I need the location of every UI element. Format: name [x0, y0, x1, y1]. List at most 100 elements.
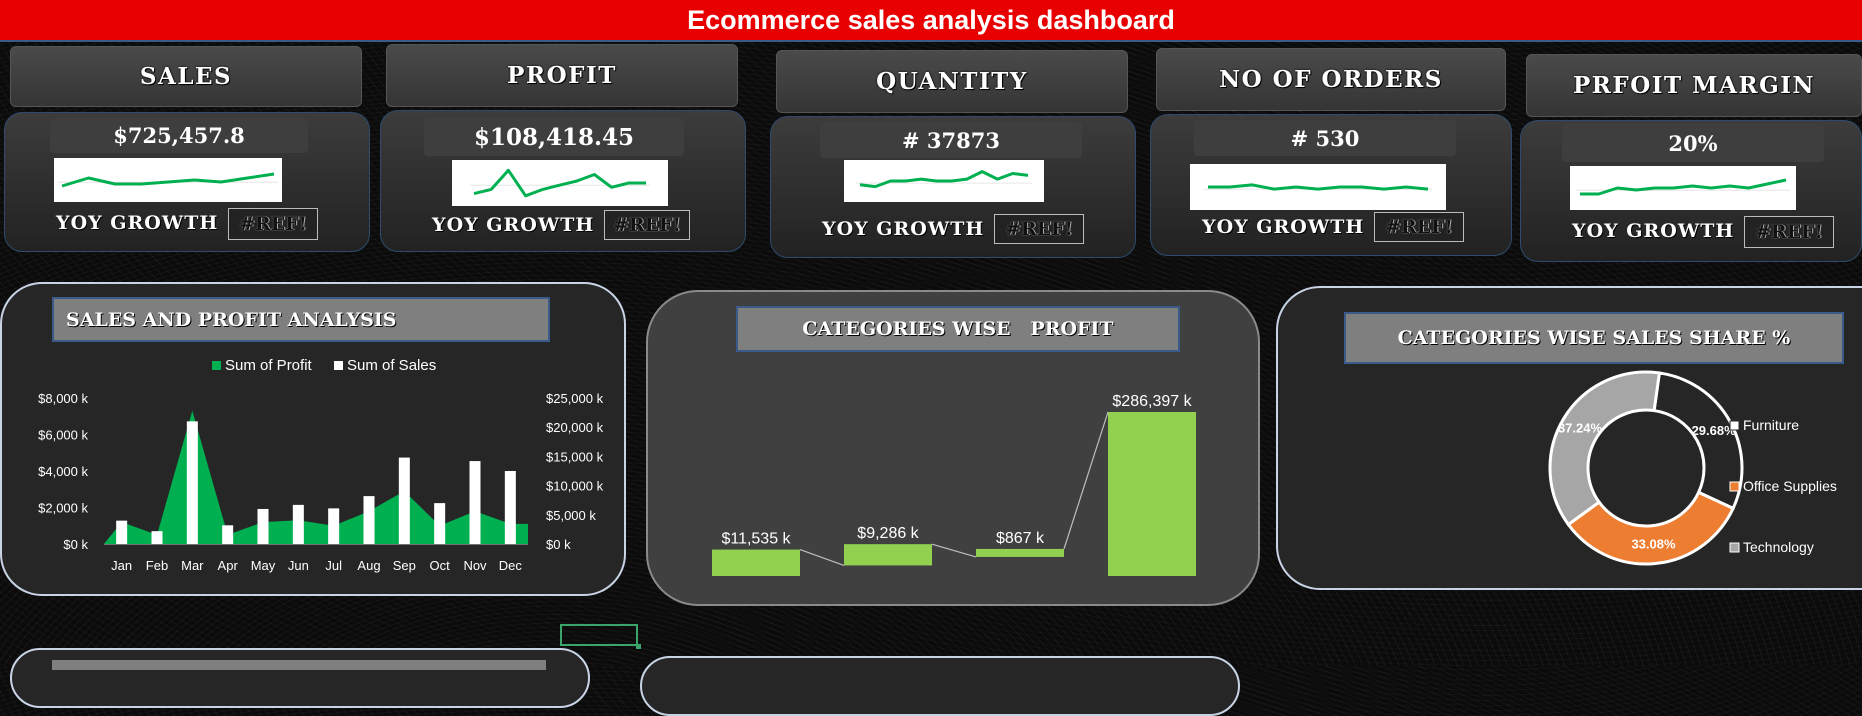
sales-bar-aug	[364, 496, 375, 544]
legend-swatch-office-supplies	[1730, 482, 1739, 491]
sales-bar-feb	[152, 531, 163, 544]
yoy-label-margin: YOY GROWTH	[1572, 220, 1734, 242]
x-tick-feb: Feb	[146, 558, 168, 573]
y-left-tick: $2,000 k	[38, 501, 88, 516]
x-tick-sep: Sep	[393, 558, 416, 573]
waterfall-label-3: $867 k	[996, 530, 1045, 547]
sparkline-line	[1208, 185, 1428, 189]
sparkline-quantity	[844, 160, 1044, 202]
x-tick-jun: Jun	[288, 558, 309, 573]
legend-swatch-technology	[1730, 543, 1739, 552]
yoy-value-quantity: #REF!	[994, 214, 1084, 244]
sparkline-orders	[1190, 164, 1446, 210]
x-tick-may: May	[251, 558, 276, 573]
y-left-tick: $0 k	[63, 537, 88, 552]
y-right-tick: $25,000 k	[546, 391, 604, 406]
kpi-value-sales: $725,457.8	[50, 118, 308, 153]
sales-profit-chart: Sum of Profit Sum of Sales $0 k $2,000 k $4…	[0, 350, 626, 590]
kpi-value-quantity: # 37873	[820, 122, 1082, 158]
legend-label-profit: Sum of Profit	[225, 357, 313, 374]
panel-bottom-middle	[640, 656, 1240, 716]
y-right-tick: $15,000 k	[546, 449, 604, 464]
donut-label-technology: 37.24%	[1558, 420, 1603, 435]
y-right-tick: $5,000 k	[546, 508, 596, 523]
x-tick-dec: Dec	[499, 558, 523, 573]
categories-profit-chart: $11,535 k $9,286 k $867 k $286,397 k	[646, 360, 1260, 600]
sales-bar-oct	[434, 503, 445, 544]
sales-bar-nov	[470, 461, 481, 544]
x-tick-apr: Apr	[218, 558, 239, 573]
x-tick-mar: Mar	[181, 558, 204, 573]
yoy-value-sales: #REF!	[228, 208, 318, 240]
sales-bar-may	[258, 509, 269, 544]
donut-label-office-supplies: 33.08%	[1631, 537, 1676, 552]
kpi-header-margin: PRFOIT MARGIN	[1526, 54, 1862, 117]
donut-slice-technology	[1550, 372, 1659, 524]
sales-bar-sep	[399, 458, 410, 544]
waterfall-label-2: $9,286 k	[857, 525, 919, 542]
x-tick-jul: Jul	[325, 558, 342, 573]
legend-label-furniture: Furniture	[1743, 417, 1799, 433]
kpi-header-orders: NO OF ORDERS	[1156, 48, 1506, 111]
kpi-value-profit: $108,418.45	[424, 118, 684, 156]
yoy-label-orders: YOY GROWTH	[1202, 216, 1364, 238]
categories-profit-title: CATEGORIES WISE PROFIT	[736, 306, 1180, 352]
selected-cell[interactable]	[560, 624, 638, 646]
sales-bar-apr	[222, 525, 233, 544]
sparkline-profit	[452, 160, 668, 206]
yoy-label-quantity: YOY GROWTH	[822, 218, 984, 240]
y-right-tick: $10,000 k	[546, 479, 604, 494]
yoy-label-sales: YOY GROWTH	[56, 212, 218, 234]
sparkline-line	[474, 170, 646, 196]
selected-cell-handle[interactable]	[636, 644, 641, 649]
legend-swatch-profit	[212, 361, 221, 370]
dashboard-title: Ecommerce sales analysis dashboard	[0, 0, 1862, 42]
sales-bar-jan	[116, 521, 127, 544]
yoy-value-profit: #REF!	[604, 210, 690, 240]
sales-bar-jun	[293, 505, 304, 544]
kpi-value-orders: # 530	[1194, 120, 1456, 156]
yoy-value-margin: #REF!	[1744, 216, 1834, 248]
y-right-tick: $0 k	[546, 537, 571, 552]
sales-bar-dec	[505, 471, 516, 544]
yoy-value-orders: #REF!	[1374, 212, 1464, 242]
sparkline-line	[1580, 180, 1786, 194]
kpi-header-quantity: QUANTITY	[776, 50, 1128, 113]
legend-label-technology: Technology	[1743, 539, 1814, 555]
y-left-tick: $6,000 k	[38, 428, 88, 443]
kpi-value-margin: 20%	[1562, 124, 1824, 162]
x-tick-oct: Oct	[430, 558, 451, 573]
x-tick-jan: Jan	[111, 558, 132, 573]
legend-label-sales: Sum of Sales	[347, 357, 436, 374]
waterfall-connector-2	[932, 544, 976, 557]
panel-bottom-left	[10, 648, 590, 708]
waterfall-label-4: $286,397 k	[1112, 393, 1192, 410]
sparkline-line	[62, 174, 274, 186]
waterfall-bar-3	[976, 549, 1064, 557]
sparkline-line	[860, 172, 1028, 187]
sales-bar-mar	[187, 421, 198, 544]
donut-slice-furniture	[1654, 373, 1742, 508]
waterfall-bar-2	[844, 544, 932, 565]
x-tick-aug: Aug	[357, 558, 380, 573]
donut-label-furniture: 29.68%	[1692, 423, 1737, 438]
kpi-header-profit: PROFIT	[386, 44, 738, 107]
waterfall-bar-1	[712, 550, 800, 576]
waterfall-label-1: $11,535 k	[721, 531, 791, 548]
yoy-label-profit: YOY GROWTH	[432, 214, 594, 236]
categories-share-chart: 29.68% 33.08% 37.24% Furniture Office Suppl…	[1276, 370, 1862, 590]
legend-swatch-sales	[334, 361, 343, 370]
waterfall-connector-3	[1064, 412, 1108, 549]
sparkline-margin	[1570, 166, 1796, 210]
y-left-tick: $8,000 k	[38, 391, 88, 406]
waterfall-bar-4	[1108, 412, 1196, 576]
sales-bar-jul	[328, 508, 339, 544]
y-left-tick: $4,000 k	[38, 464, 88, 479]
kpi-header-sales: SALES	[10, 46, 362, 107]
profit-area	[104, 411, 528, 544]
y-right-tick: $20,000 k	[546, 420, 604, 435]
x-tick-nov: Nov	[463, 558, 487, 573]
legend-swatch-furniture	[1730, 421, 1739, 430]
sparkline-sales	[54, 158, 282, 202]
legend-label-office-supplies: Office Supplies	[1743, 478, 1837, 494]
